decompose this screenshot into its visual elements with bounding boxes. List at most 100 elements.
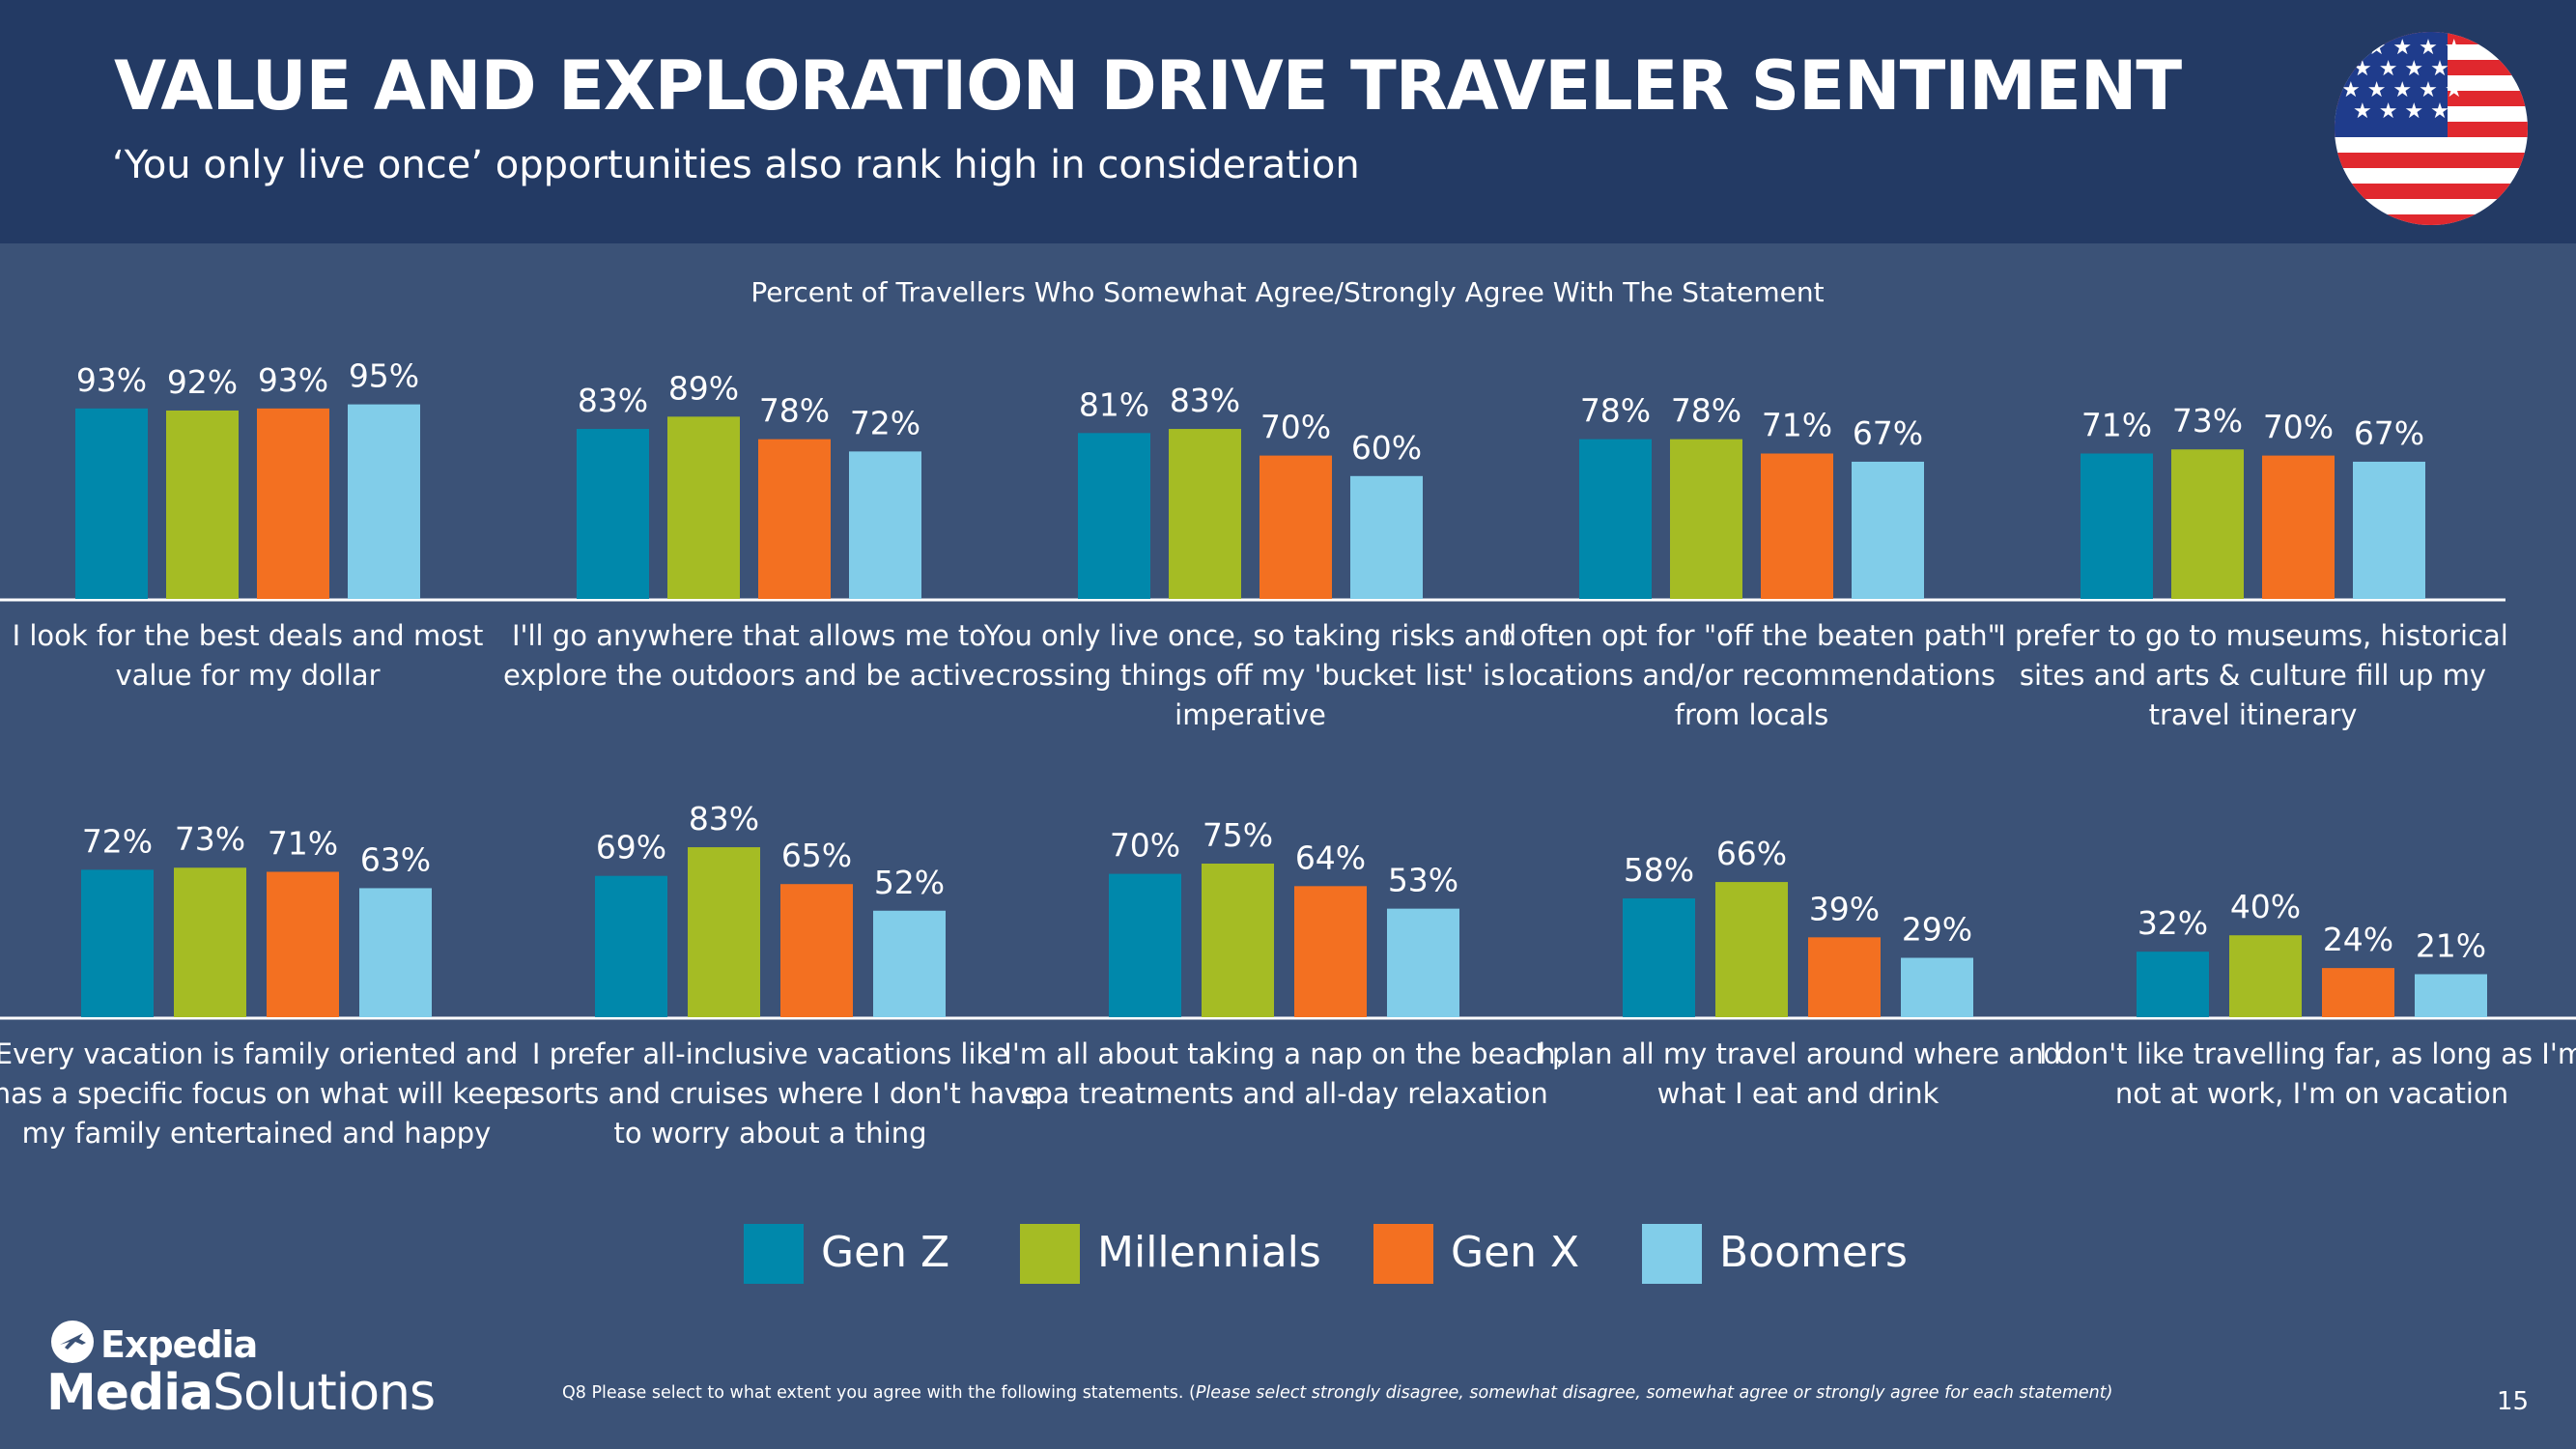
bar-data-label: 73% bbox=[175, 820, 245, 858]
category-label: I prefer all-inclusive vacations like bbox=[532, 1037, 1008, 1070]
category-label: value for my dollar bbox=[115, 659, 380, 692]
bar-data-label: 78% bbox=[759, 392, 830, 430]
bar-millennials bbox=[174, 867, 246, 1017]
bar-data-label: 93% bbox=[258, 361, 328, 399]
bars-layer: 93% 92% 93% 95% I look for the best deals an… bbox=[0, 357, 2576, 1150]
bar-millennials bbox=[1670, 439, 1742, 599]
bar-gen-z bbox=[1623, 898, 1695, 1017]
bar-data-label: 70% bbox=[2263, 409, 2334, 446]
footnote: Q8 Please select to what extent you agre… bbox=[562, 1383, 2112, 1403]
expedia-media-solutions-logo: Expedia MediaSolutions bbox=[46, 1316, 436, 1422]
bar-data-label: 78% bbox=[1671, 392, 1741, 430]
bar-data-label: 83% bbox=[578, 382, 648, 419]
bar-data-label: 52% bbox=[874, 864, 945, 901]
footnote-main: Q8 Please select to what extent you agre… bbox=[562, 1383, 1196, 1403]
chart-legend: Gen Z Millennials Gen X Boomers bbox=[0, 1222, 2576, 1290]
bar-data-label: 21% bbox=[2416, 926, 2486, 964]
bar-gen-z bbox=[2137, 952, 2209, 1017]
bar-data-label: 78% bbox=[1580, 392, 1651, 430]
bar-gen-z bbox=[1078, 433, 1150, 599]
category-label: resorts and cruises where I don't have bbox=[502, 1077, 1038, 1110]
bar-data-label: 67% bbox=[2354, 414, 2424, 452]
category-label: I plan all my travel around where and bbox=[1535, 1037, 2061, 1070]
bar-gen-x bbox=[758, 439, 831, 599]
category-label: what I eat and drink bbox=[1657, 1077, 1939, 1110]
legend-swatch bbox=[744, 1224, 804, 1284]
bar-boomers bbox=[1852, 461, 1924, 599]
bar-data-label: 24% bbox=[2323, 921, 2393, 958]
page-number: 15 bbox=[2497, 1387, 2530, 1416]
category-label: explore the outdoors and be active bbox=[503, 659, 995, 692]
category-label: imperative bbox=[1175, 698, 1326, 731]
bar-boomers bbox=[849, 451, 921, 599]
category-label: I often opt for "off the beaten path" bbox=[1503, 619, 2000, 652]
bar-boomers bbox=[2353, 461, 2425, 599]
bar-gen-z bbox=[81, 869, 154, 1017]
bar-millennials bbox=[667, 416, 740, 599]
category-label: I'm all about taking a nap on the beach, bbox=[1004, 1037, 1564, 1070]
page-title: VALUE AND EXPLORATION DRIVE TRAVELER SEN… bbox=[114, 46, 2182, 126]
legend-label: Millennials bbox=[1097, 1228, 1321, 1277]
svg-text:★ ★ ★ ★: ★ ★ ★ ★ bbox=[2353, 57, 2449, 81]
legend-swatch bbox=[1020, 1224, 1080, 1284]
category-label: my family entertained and happy bbox=[22, 1117, 492, 1150]
bar-gen-x bbox=[780, 884, 853, 1017]
bar-data-label: 72% bbox=[82, 822, 153, 860]
bar-data-label: 65% bbox=[781, 837, 852, 874]
bar-data-label: 73% bbox=[2172, 402, 2243, 440]
bar-boomers bbox=[348, 404, 420, 599]
bar-boomers bbox=[1350, 475, 1423, 599]
bar-data-label: 81% bbox=[1079, 385, 1149, 423]
category-label: I'll go anywhere that allows me to bbox=[512, 619, 986, 652]
bar-data-label: 70% bbox=[1110, 827, 1180, 865]
category-label: You only live once, so taking risks and bbox=[983, 619, 1516, 652]
category-label: not at work, I'm on vacation bbox=[2115, 1077, 2508, 1110]
bar-gen-z bbox=[2081, 453, 2153, 599]
bar-data-label: 72% bbox=[850, 404, 920, 441]
svg-text:★ ★ ★ ★: ★ ★ ★ ★ bbox=[2353, 99, 2449, 124]
category-label: locations and/or recommendations bbox=[1508, 659, 1996, 692]
category-label: I look for the best deals and most bbox=[13, 619, 484, 652]
bar-boomers bbox=[359, 888, 432, 1017]
page-subtitle: ‘You only live once’ opportunities also … bbox=[112, 143, 1360, 187]
bar-data-label: 71% bbox=[268, 824, 338, 862]
legend-swatch bbox=[1642, 1224, 1702, 1284]
expedia-logo-icon bbox=[51, 1321, 94, 1363]
chart-title: Percent of Travellers Who Somewhat Agree… bbox=[750, 276, 1824, 308]
footnote-italic: Please select strongly disagree, somewha… bbox=[1195, 1383, 2113, 1403]
logo-wordmark-bottom: MediaSolutions bbox=[46, 1364, 436, 1422]
bar-millennials bbox=[2229, 935, 2302, 1017]
bar-data-label: 83% bbox=[1170, 382, 1240, 419]
bar-gen-z bbox=[75, 408, 148, 599]
category-label: travel itinerary bbox=[2149, 698, 2358, 731]
category-label: to worry about a thing bbox=[614, 1117, 927, 1150]
bar-gen-x bbox=[1808, 937, 1881, 1017]
legend-label: Gen X bbox=[1451, 1228, 1580, 1277]
header-banner: VALUE AND EXPLORATION DRIVE TRAVELER SEN… bbox=[0, 0, 2576, 243]
bar-data-label: 58% bbox=[1624, 851, 1694, 889]
bar-gen-x bbox=[1260, 455, 1332, 599]
category-label: crossing things off my 'bucket list' is bbox=[996, 659, 1506, 692]
bar-data-label: 92% bbox=[167, 363, 238, 401]
bar-data-label: 95% bbox=[349, 357, 419, 395]
bar-data-label: 39% bbox=[1809, 890, 1880, 927]
bar-gen-x bbox=[2322, 968, 2394, 1017]
bar-gen-x bbox=[1294, 886, 1367, 1017]
legend-label: Gen Z bbox=[821, 1228, 950, 1277]
bar-data-label: 29% bbox=[1902, 911, 1972, 949]
bar-gen-z bbox=[1579, 439, 1652, 599]
bar-data-label: 67% bbox=[1853, 414, 1923, 452]
category-label: from locals bbox=[1675, 698, 1828, 731]
bar-millennials bbox=[2171, 449, 2244, 599]
bar-data-label: 66% bbox=[1716, 835, 1787, 872]
bar-gen-x bbox=[267, 871, 339, 1017]
bar-gen-x bbox=[2262, 455, 2335, 599]
logo-regular-part: Solutions bbox=[212, 1364, 436, 1422]
category-label: spa treatments and all-day relaxation bbox=[1020, 1077, 1547, 1110]
category-label: I don't like travelling far, as long as … bbox=[2039, 1037, 2576, 1070]
bar-data-label: 63% bbox=[360, 840, 431, 878]
bar-data-label: 53% bbox=[1388, 862, 1458, 899]
bar-data-label: 75% bbox=[1203, 816, 1273, 854]
bar-data-label: 32% bbox=[2137, 904, 2208, 942]
